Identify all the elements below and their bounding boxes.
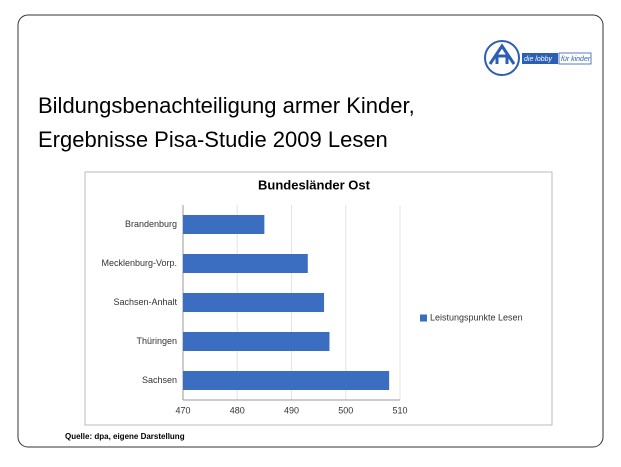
y-tick-label: Sachsen-Anhalt [113, 297, 177, 307]
bar [183, 371, 390, 390]
y-tick-label: Sachsen [142, 375, 177, 385]
legend-label: Leistungspunkte Lesen [430, 312, 523, 322]
x-tick-label: 500 [338, 405, 353, 415]
logo-text: die lobby [524, 56, 553, 63]
slide-title: Ergebnisse Pisa-Studie 2009 Lesen [38, 127, 388, 152]
x-tick-label: 490 [284, 405, 299, 415]
legend-swatch [420, 314, 427, 322]
y-tick-label: Brandenburg [125, 219, 177, 229]
logo-box [558, 52, 592, 65]
y-tick-label: Mecklenburg-Vorp. [101, 258, 177, 268]
logo-box [522, 53, 558, 64]
logo: die lobby für kinder [484, 40, 592, 76]
logo-icon [488, 43, 516, 65]
bar [183, 332, 330, 351]
y-tick-label: Thüringen [136, 336, 177, 346]
slide-title: Bildungsbenachteiligung armer Kinder, [38, 93, 415, 118]
x-tick-label: 510 [392, 405, 407, 415]
bar [183, 254, 308, 273]
bar [183, 215, 265, 234]
bar [183, 293, 325, 312]
logo-text: für kinder [561, 56, 591, 63]
source: Quelle: dpa, eigene Darstellung [65, 432, 185, 441]
chart-title: Bundesländer Ost [258, 177, 371, 192]
x-tick-label: 480 [230, 405, 245, 415]
x-tick-label: 470 [175, 405, 190, 415]
logo-circle [484, 40, 520, 76]
